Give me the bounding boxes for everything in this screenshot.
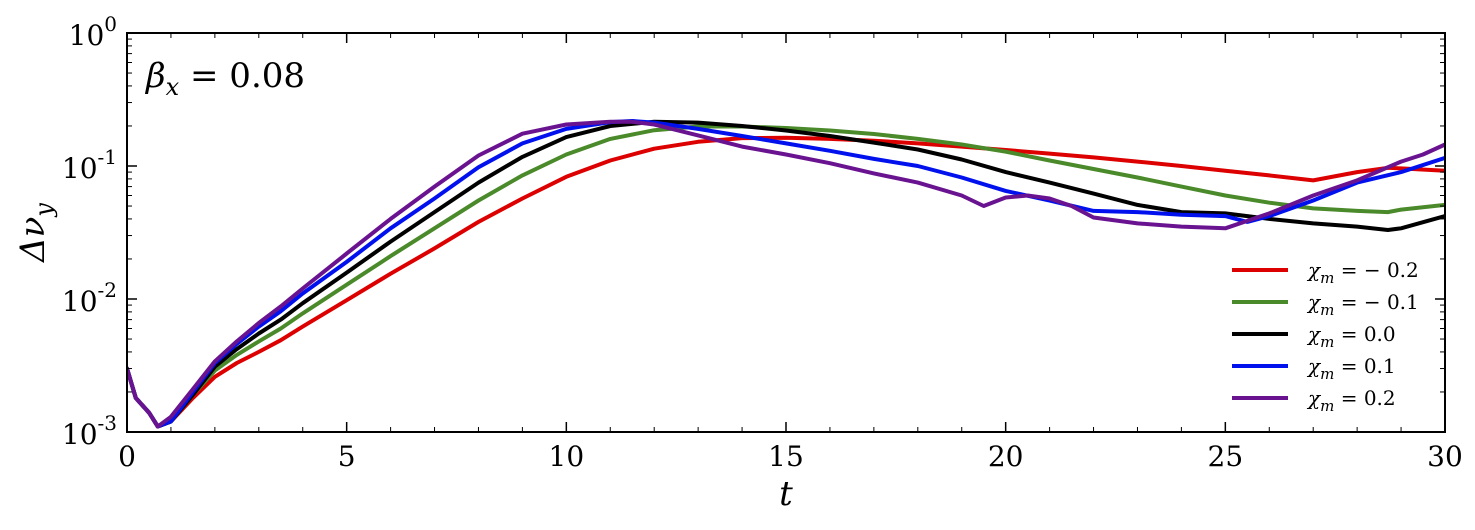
y-axis-label: Δνy bbox=[13, 203, 58, 264]
series-line-3 bbox=[127, 119, 1445, 429]
x-tick-label-4: 20 bbox=[988, 440, 1024, 473]
legend-label-0: χm = − 0.2 bbox=[1306, 258, 1419, 287]
x-tick-label-1: 5 bbox=[338, 440, 356, 473]
plot-frame bbox=[126, 32, 1446, 433]
y-tick-label-3: 100 bbox=[69, 12, 117, 52]
y-tick-label-2: 10-1 bbox=[62, 145, 117, 185]
y-tick-label-1: 10-2 bbox=[62, 278, 117, 318]
ticks-layer bbox=[126, 32, 1446, 433]
x-tick-label-5: 25 bbox=[1208, 440, 1244, 473]
series-line-4 bbox=[127, 119, 1445, 429]
x-tick-label-6: 30 bbox=[1427, 440, 1463, 473]
legend-label-1: χm = − 0.1 bbox=[1306, 290, 1419, 319]
x-tick-label-3: 15 bbox=[768, 440, 804, 473]
y-tick-label-0: 10-3 bbox=[62, 411, 117, 451]
x-tick-label-0: 0 bbox=[118, 440, 136, 473]
legend-label-2: χm = 0.0 bbox=[1306, 322, 1396, 351]
series-line-0 bbox=[127, 135, 1445, 429]
legend-label-3: χm = 0.1 bbox=[1306, 354, 1396, 383]
x-axis-label: t bbox=[779, 474, 793, 514]
series-layer bbox=[127, 119, 1445, 429]
legend: χm = − 0.2 χm = − 0.1 χm = 0.0 χm = 0.1 χm =… bbox=[1232, 258, 1419, 415]
beta-annotation: βx = 0.08 bbox=[144, 56, 305, 101]
legend-label-4: χm = 0.2 bbox=[1306, 386, 1396, 415]
labels-layer: 0 5 10 15 20 25 30 10-3 10-2 10-1 100 bbox=[62, 12, 1463, 473]
x-tick-label-2: 10 bbox=[549, 440, 585, 473]
series-line-2 bbox=[127, 119, 1445, 429]
